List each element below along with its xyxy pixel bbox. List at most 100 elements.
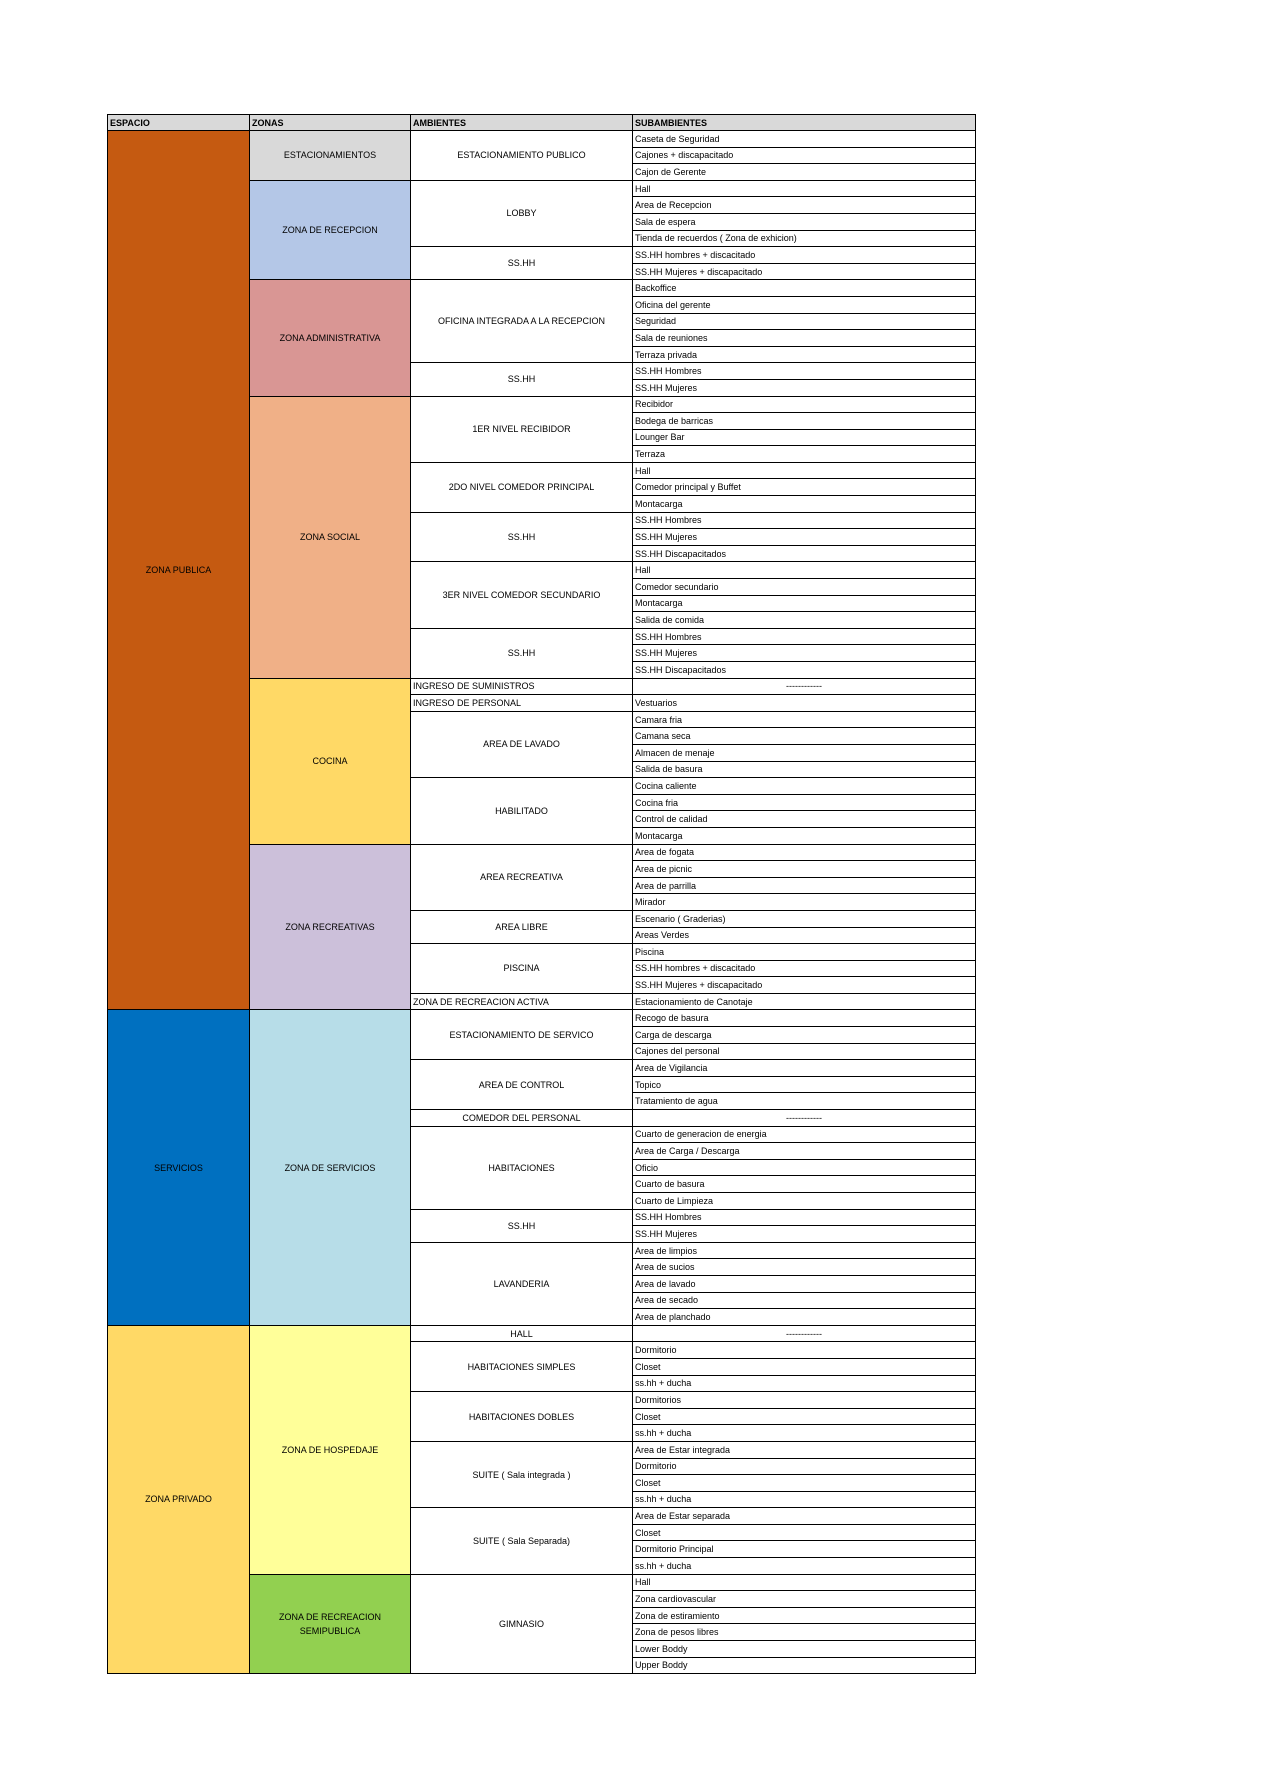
- subambiente-cell: Backoffice: [632, 279, 976, 297]
- ambiente-cell: SUITE ( Sala Separada): [410, 1507, 633, 1575]
- subambiente-cell: Dormitorios: [632, 1391, 976, 1409]
- subambiente-cell: SS.HH Hombres: [632, 511, 976, 530]
- subambiente-cell: ------------: [632, 1109, 976, 1127]
- ambiente-cell: ZONA DE RECREACION ACTIVA: [410, 992, 633, 1011]
- subambiente-cell: Carga de descarga: [632, 1026, 976, 1044]
- table-row: ZONA SOCIAL 1ER NIVEL RECIBIDOR Recibidor: [108, 395, 976, 679]
- subambiente-cell: Camara fria: [632, 710, 976, 729]
- header-row: ESPACIO ZONAS AMBIENTES SUBAMBIENTES: [107, 114, 976, 131]
- ambiente-cell: HABILITADO: [410, 777, 633, 845]
- ambiente-cell: HABITACIONES DOBLES: [410, 1391, 633, 1442]
- subambiente-cell: Topico: [632, 1075, 976, 1094]
- table-row: SS.HH SS.HH Hombres: [108, 362, 976, 397]
- table-row: AREA DE CONTROL Area de Vigilancia: [108, 1059, 976, 1111]
- table-row: LAVANDERIA Area de limpios: [108, 1241, 976, 1326]
- subambiente-cell: Zona cardiovascular: [632, 1590, 976, 1608]
- subambiente-cell: Oficina del gerente: [632, 295, 976, 314]
- subambiente-cell: Terraza privada: [632, 345, 976, 364]
- subambiente-cell: Vestuarios: [632, 694, 976, 712]
- ambiente-cell: SUITE ( Sala integrada ): [410, 1440, 633, 1509]
- table-row: 3ER NIVEL COMEDOR SECUNDARIO Hall: [108, 561, 976, 629]
- subambiente-cell: Closet: [632, 1407, 976, 1426]
- ambiente-cell: 3ER NIVEL COMEDOR SECUNDARIO: [410, 561, 633, 629]
- subambiente-cell: Closet: [632, 1357, 976, 1376]
- subambiente-cell: Area de lavado: [632, 1274, 976, 1293]
- subambiente-cell: Cocina fria: [632, 793, 976, 812]
- ambiente-cell: SS.HH: [410, 362, 633, 397]
- subambiente-cell: Almacen de menaje: [632, 743, 976, 762]
- subambiente-cell: ss.hh + ducha: [632, 1557, 976, 1575]
- subambiente-cell: Sala de reuniones: [632, 329, 976, 347]
- table-row: ZONA PRIVADO ZONA DE HOSPEDAJE HALL -------…: [107, 1324, 976, 1675]
- espacio-cell: ZONA PUBLICA: [107, 129, 250, 1011]
- zona-cell: ZONA DE RECREACION SEMIPUBLICA: [249, 1573, 411, 1675]
- subambiente-cell: SS.HH Discapacitados: [632, 544, 976, 563]
- subambiente-cell: Area de parrilla: [632, 876, 976, 895]
- subambiente-cell: SS.HH Mujeres: [632, 644, 976, 662]
- subambiente-cell: SS.HH Mujeres: [632, 378, 976, 397]
- ambiente-cell: HABITACIONES: [410, 1125, 633, 1210]
- subambiente-cell: Tratamiento de agua: [632, 1092, 976, 1111]
- subambiente-cell: Hall: [632, 561, 976, 580]
- subambiente-cell: Cuarto de basura: [632, 1175, 976, 1193]
- zona-cell: ZONA ADMINISTRATIVA: [249, 279, 411, 397]
- subambiente-cell: Cajones del personal: [632, 1042, 976, 1061]
- header-subambientes: SUBAMBIENTES: [632, 114, 976, 131]
- subambiente-cell: Area de secado: [632, 1291, 976, 1310]
- subambiente-cell: SS.HH Discapacitados: [632, 661, 976, 679]
- table-row: Upper Boddy: [108, 1656, 976, 1675]
- header-ambientes: AMBIENTES: [410, 114, 633, 131]
- subambiente-cell: Mirador: [632, 893, 976, 911]
- subambiente-cell: Piscina: [632, 943, 976, 961]
- table-row: ZONA DE RECREACION SEMIPUBLICA GIMNASIO Ha…: [108, 1573, 976, 1675]
- espacio-cell: ZONA PRIVADO: [107, 1324, 250, 1675]
- subambiente-cell: Cuarto de Limpieza: [632, 1192, 976, 1210]
- subambiente-cell: ------------: [632, 677, 976, 696]
- ambiente-cell: COMEDOR DEL PERSONAL: [410, 1109, 633, 1127]
- table-row: ZONA RECREATIVAS AREA RECREATIVA Area de f…: [108, 843, 976, 1011]
- ambiente-cell: AREA LIBRE: [410, 909, 633, 945]
- zona-cell: ZONA DE HOSPEDAJE: [249, 1324, 411, 1575]
- ambiente-cell: ESTACIONAMIENTO PUBLICO: [410, 130, 633, 181]
- subambiente-cell: Dormitorio Principal: [632, 1540, 976, 1559]
- subambiente-cell: Montacarga: [632, 594, 976, 613]
- subambiente-cell: Dormitorio: [632, 1341, 976, 1359]
- subambiente-cell: SS.HH Hombres: [632, 1208, 976, 1227]
- ambiente-cell: GIMNASIO: [410, 1573, 633, 1675]
- subambiente-cell: SS.HH Mujeres + discapacitado: [632, 976, 976, 994]
- subambiente-cell: SS.HH Mujeres: [632, 528, 976, 546]
- subambiente-cell: Montacarga: [632, 495, 976, 513]
- table-row: ZONA DE RECREACION ACTIVA Estacionamiento…: [108, 992, 976, 1011]
- subambiente-cell: Hall: [632, 179, 976, 198]
- ambiente-cell: OFICINA INTEGRADA A LA RECEPCION: [410, 279, 633, 364]
- subambiente-cell: SS.HH Hombres: [632, 362, 976, 380]
- subambiente-cell: SS.HH Mujeres: [632, 1225, 976, 1243]
- ambiente-cell: INGRESO DE SUMINISTROS: [410, 677, 633, 696]
- ambiente-cell: AREA DE LAVADO: [410, 710, 633, 779]
- subambiente-cell: Cocina caliente: [632, 777, 976, 795]
- subambiente-cell: Recogo de basura: [632, 1009, 976, 1028]
- subambiente-cell: Lounger Bar: [632, 428, 976, 447]
- table-row: SS.HH SS.HH Hombres: [108, 1208, 976, 1243]
- subambiente-cell: Area de Carga / Descarga: [632, 1142, 976, 1160]
- table-row: ZONA PUBLICA ESTACIONAMIENTOS ESTACIONAMIE…: [107, 129, 976, 1011]
- header-zonas: ZONAS: [249, 114, 411, 131]
- subambiente-cell: Zona de estiramiento: [632, 1606, 976, 1625]
- ambiente-cell: SS.HH: [410, 627, 633, 679]
- table-row: ZONA ADMINISTRATIVA OFICINA INTEGRADA A L…: [108, 279, 976, 397]
- espacio-cell: SERVICIOS: [107, 1009, 250, 1326]
- zona-cell: ZONA SOCIAL: [249, 395, 411, 679]
- header-espacio: ESPACIO: [107, 114, 250, 131]
- subambiente-cell: Upper Boddy: [632, 1656, 976, 1675]
- subambiente-cell: Sala de espera: [632, 212, 976, 231]
- subambiente-cell: Seguridad: [632, 312, 976, 331]
- program-table-sheet: ESPACIO ZONAS AMBIENTES SUBAMBIENTES ZON…: [107, 114, 976, 1675]
- ambiente-cell: SS.HH: [410, 246, 633, 281]
- table-row: SS.HH SS.HH Hombres: [108, 627, 976, 679]
- table-row: 2DO NIVEL COMEDOR PRINCIPAL Hall: [108, 461, 976, 513]
- subambiente-cell: Comedor principal y Buffet: [632, 478, 976, 497]
- subambiente-cell: Closet: [632, 1474, 976, 1492]
- subambiente-cell: SS.HH Hombres: [632, 627, 976, 646]
- zona-cell: COCINA: [249, 677, 411, 845]
- subambiente-cell: Estacionamiento de Canotaje: [632, 992, 976, 1011]
